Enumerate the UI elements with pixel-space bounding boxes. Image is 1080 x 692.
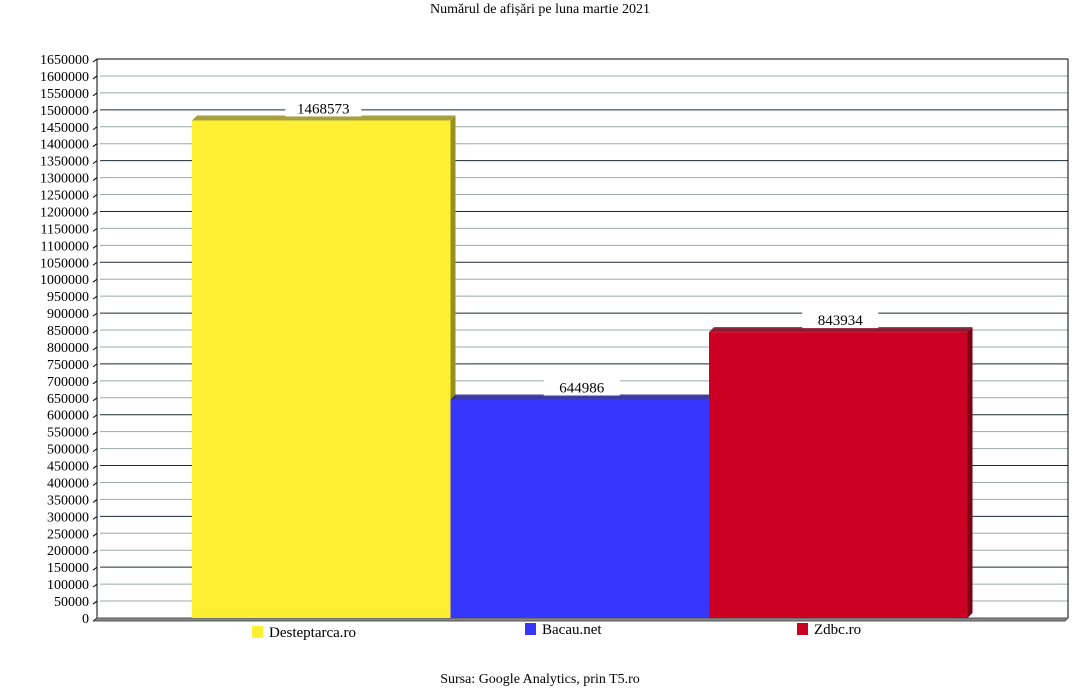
y-tick-label: 1350000 [40, 155, 89, 170]
y-tick [92, 346, 98, 351]
y-tick-label: 350000 [47, 493, 89, 508]
y-tick [92, 465, 98, 469]
y-tick [92, 312, 98, 317]
y-tick [92, 329, 98, 334]
y-tick [92, 380, 98, 385]
y-tick-label: 400000 [47, 476, 89, 491]
y-tick-label: 1500000 [40, 104, 89, 119]
y-tick [92, 109, 98, 114]
y-tick [92, 482, 98, 486]
y-tick [92, 566, 98, 571]
y-tick [92, 549, 98, 554]
y-tick-label: 700000 [47, 375, 89, 390]
y-tick-label: 250000 [47, 527, 89, 542]
y-tick [92, 261, 98, 266]
y-tick [92, 177, 98, 181]
y-tick [92, 600, 98, 605]
y-tick-label: 200000 [47, 544, 89, 559]
y-tick-label: 1250000 [40, 189, 89, 204]
y-tick-label: 550000 [47, 426, 89, 441]
y-tick [92, 194, 98, 198]
data-label-bg [285, 100, 362, 117]
y-tick-label: 1000000 [40, 273, 89, 288]
y-tick [92, 499, 98, 503]
y-tick [92, 92, 98, 97]
y-tick-label: 1150000 [41, 222, 89, 237]
y-tick-label: 1600000 [40, 70, 89, 85]
bar-top [450, 394, 714, 400]
y-tick [92, 515, 98, 520]
y-tick-label: 1400000 [40, 138, 89, 153]
y-tick-label: 1100000 [41, 239, 89, 254]
data-label-bg [802, 312, 879, 329]
y-tick-label: 1300000 [40, 172, 89, 187]
y-tick-label: 850000 [47, 324, 89, 339]
bar-top [192, 115, 456, 121]
y-tick [92, 363, 98, 368]
bar-zdbc-ro [709, 332, 968, 618]
y-tick [92, 448, 98, 453]
y-tick-label: 1450000 [40, 121, 89, 136]
y-tick-label: 150000 [47, 561, 89, 576]
y-tick-label: 650000 [47, 392, 89, 407]
bar-bacau-net [450, 399, 709, 618]
y-tick-label: 750000 [47, 358, 89, 373]
y-tick [92, 532, 98, 537]
chart-title: Numărul de afișări pe luna martie 2021 [429, 2, 651, 17]
y-tick-label: 950000 [47, 290, 89, 305]
y-tick [92, 295, 98, 300]
x-axis-floor [92, 617, 1070, 622]
legend-swatch [797, 623, 808, 635]
y-tick [92, 431, 98, 436]
legend-label: Desteptarca.ro [269, 625, 356, 641]
chart-source-caption: Sursa: Google Analytics, prin T5.ro [440, 672, 640, 687]
y-tick [92, 160, 98, 165]
y-tick [92, 278, 98, 283]
y-tick [92, 414, 98, 419]
y-tick [92, 58, 98, 63]
bar-top [709, 327, 973, 333]
y-tick [92, 583, 98, 588]
y-tick-label: 50000 [54, 595, 89, 610]
bar-side [967, 327, 973, 618]
y-tick-label: 1050000 [40, 256, 89, 271]
bar-desteptarca-ro [192, 120, 451, 618]
y-tick [92, 227, 98, 232]
y-tick-label: 0 [82, 612, 89, 627]
y-tick [92, 211, 98, 215]
y-tick [92, 126, 98, 131]
y-tick-label: 1200000 [40, 205, 89, 220]
y-tick-label: 1550000 [40, 87, 89, 102]
data-label-bg [543, 379, 620, 396]
y-tick-label: 450000 [47, 460, 89, 475]
y-tick-label: 1650000 [40, 53, 89, 68]
y-tick-label: 800000 [47, 341, 89, 356]
y-tick-label: 300000 [47, 510, 89, 525]
legend-label: Bacau.net [542, 622, 602, 638]
y-tick-label: 900000 [47, 307, 89, 322]
y-tick [92, 244, 98, 249]
y-tick-label: 500000 [47, 443, 89, 458]
y-tick-label: 600000 [47, 409, 89, 424]
data-label: 843934 [818, 313, 864, 329]
legend-label: Zdbc.ro [814, 622, 861, 638]
y-tick-label: 100000 [47, 578, 89, 593]
data-label: 1468573 [297, 101, 350, 117]
legend-swatch [525, 623, 536, 635]
legend-swatch [252, 626, 263, 638]
y-tick [92, 75, 98, 80]
data-label: 644986 [559, 380, 605, 396]
y-tick [92, 397, 98, 402]
y-tick [92, 143, 98, 148]
